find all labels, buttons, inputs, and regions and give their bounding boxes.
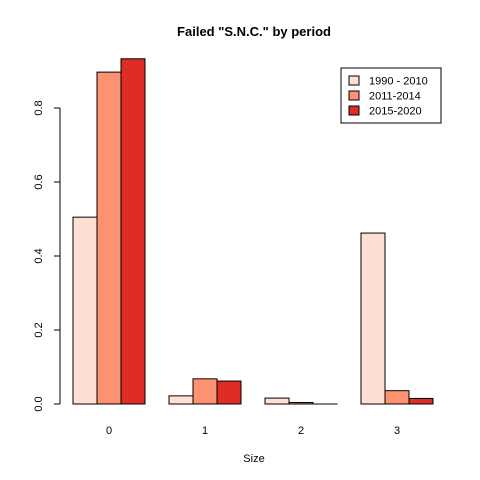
y-tick-label: 0.2 bbox=[33, 322, 45, 337]
chart-title: Failed "S.N.C." by period bbox=[177, 24, 331, 39]
y-axis: 0.0 0.2 0.4 0.6 0.8 bbox=[33, 100, 61, 412]
bar-1-2 bbox=[216, 380, 242, 405]
legend-swatch-1 bbox=[348, 90, 360, 101]
legend-swatch-0 bbox=[348, 75, 360, 86]
bar-3-2 bbox=[408, 397, 434, 405]
x-tick-label-0: 0 bbox=[106, 425, 112, 437]
bar-3-0 bbox=[360, 232, 386, 405]
bar-0-1 bbox=[96, 71, 122, 405]
legend-label-1: 2011-2014 bbox=[369, 91, 421, 103]
legend: 1990 - 2010 2011-2014 2015-2020 bbox=[340, 67, 442, 124]
legend-label-0: 1990 - 2010 bbox=[369, 76, 428, 88]
bar-1-0 bbox=[168, 395, 194, 405]
y-tick-label: 0.4 bbox=[33, 248, 45, 263]
bar-3-1 bbox=[384, 390, 410, 405]
x-tick-label-1: 1 bbox=[202, 425, 208, 437]
y-tick-label: 0.0 bbox=[33, 396, 45, 411]
bar-0-2 bbox=[120, 58, 146, 405]
bars-group bbox=[72, 58, 434, 405]
x-axis-labels: 0 1 2 3 bbox=[106, 425, 400, 437]
legend-label-2: 2015-2020 bbox=[369, 106, 422, 118]
x-tick-label-2: 2 bbox=[298, 425, 304, 437]
legend-swatch-2 bbox=[348, 105, 360, 116]
bar-0-0 bbox=[72, 216, 98, 405]
x-tick-label-3: 3 bbox=[394, 425, 400, 437]
y-tick-label: 0.8 bbox=[33, 100, 45, 115]
x-axis-title: Size bbox=[243, 453, 264, 465]
y-tick-label: 0.6 bbox=[33, 174, 45, 189]
bar-2-1 bbox=[288, 402, 314, 405]
bar-2-0 bbox=[264, 397, 290, 405]
bar-1-1 bbox=[192, 378, 218, 405]
